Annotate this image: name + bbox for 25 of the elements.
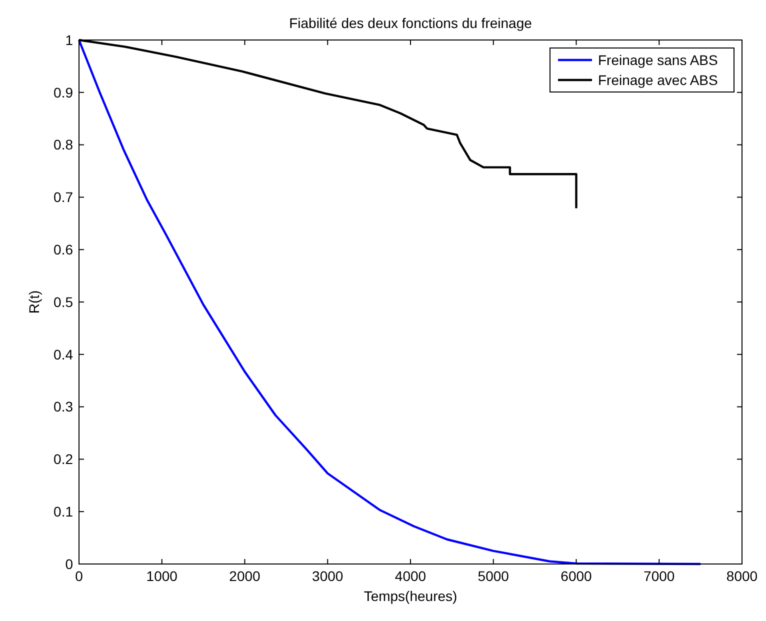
y-tick-label: 0.3 bbox=[54, 398, 74, 415]
x-axis-title: Temps(heures) bbox=[364, 588, 458, 604]
y-tick-label: 0.9 bbox=[54, 84, 74, 100]
x-tick-label: 1000 bbox=[146, 568, 178, 584]
x-tick-label: 0 bbox=[75, 568, 84, 584]
y-axis-title: R(t) bbox=[26, 290, 42, 314]
y-tick-label: 0.2 bbox=[54, 451, 74, 468]
y-tick-label: 0 bbox=[65, 556, 74, 572]
y-tick-label: 0.4 bbox=[54, 346, 74, 362]
x-tick-label: 4000 bbox=[394, 568, 426, 584]
x-tick-label: 8000 bbox=[726, 568, 758, 584]
y-tick-label: 0.6 bbox=[54, 242, 74, 258]
x-tick-label: 7000 bbox=[644, 568, 675, 584]
x-tick-label: 2000 bbox=[229, 568, 261, 584]
y-tick-label: 0.8 bbox=[54, 136, 74, 153]
y-tick-label: 0.7 bbox=[54, 189, 74, 206]
chart-title: Fiabilité des deux fonctions du freinage bbox=[289, 15, 532, 31]
y-tick-label: 0.1 bbox=[54, 504, 74, 520]
legend-label: Freinage sans ABS bbox=[598, 52, 718, 68]
x-tick-label: 5000 bbox=[478, 568, 510, 584]
y-tick-label: 1 bbox=[65, 32, 74, 48]
legend-label: Freinage avec ABS bbox=[598, 72, 718, 88]
x-tick-label: 3000 bbox=[312, 568, 344, 584]
x-tick-label: 6000 bbox=[560, 568, 592, 584]
y-tick-label: 0.5 bbox=[54, 294, 74, 310]
